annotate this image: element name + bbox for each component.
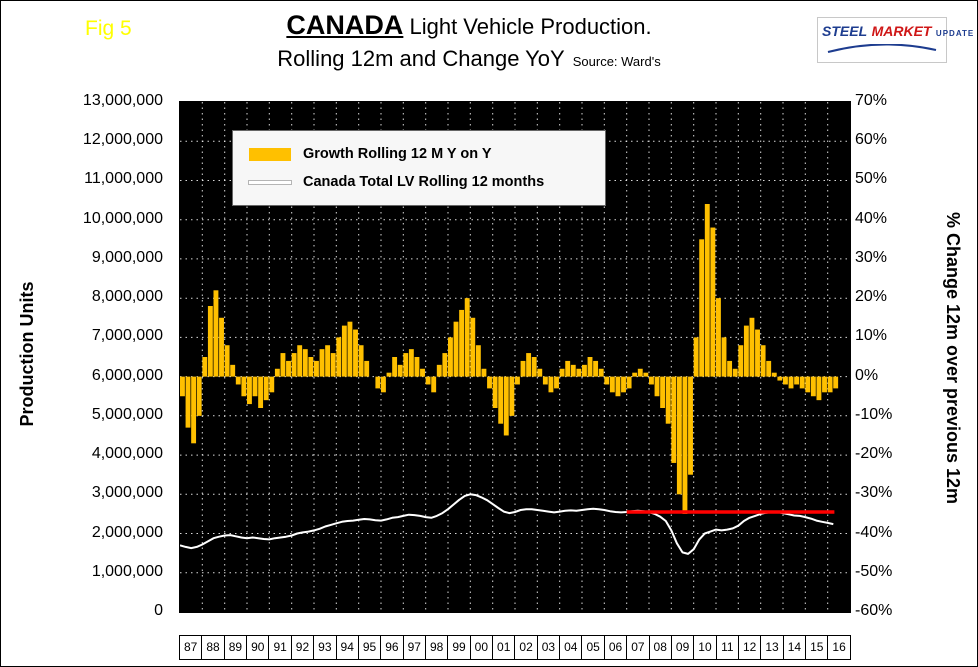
x-axis-year-label: 14 — [782, 636, 805, 659]
right-axis-tick-label: 20% — [855, 288, 888, 306]
chart-source: Source: Ward's — [572, 53, 661, 69]
left-axis-tick-label: 2,000,000 — [91, 523, 163, 541]
legend-line-swatch — [248, 179, 292, 185]
left-axis-tick-label: 11,000,000 — [84, 170, 163, 188]
left-axis-tick-label: 5,000,000 — [91, 405, 163, 423]
x-axis-year-label: 07 — [626, 636, 648, 659]
left-axis-tick-label: 9,000,000 — [91, 248, 163, 266]
chart-title-rest: Light Vehicle Production. — [403, 14, 652, 39]
x-axis-year-label: 88 — [201, 636, 223, 659]
right-axis-title: % Change 12m over previous 12m — [943, 211, 963, 505]
x-axis-year-label: 90 — [246, 636, 268, 659]
right-axis-tick-label: -50% — [855, 562, 893, 580]
chart-title-line2: Rolling 12m and Change YoY Source: Ward's — [121, 45, 817, 73]
x-axis-year-label: 12 — [737, 636, 760, 659]
x-axis-year-label: 10 — [693, 636, 715, 659]
x-axis-year-label: 13 — [760, 636, 782, 659]
right-axis-tick-label: -60% — [855, 602, 893, 619]
x-axis-year-label: 89 — [223, 636, 246, 659]
logo-text: STEEL MARKET UPDATE — [822, 23, 973, 41]
logo-word-steel: STEEL — [822, 23, 868, 39]
left-axis-tick-labels: 13,000,000 12,000,000 11,000,000 10,000,000… — [57, 92, 171, 619]
left-axis-tick-label: 3,000,000 — [91, 484, 163, 502]
logo-word-update: UPDATE — [935, 29, 975, 38]
right-axis-tick-label: -30% — [855, 484, 893, 502]
x-axis-year-label: 87 — [184, 640, 198, 654]
right-axis-tick-label: 10% — [855, 327, 888, 345]
x-axis-year-label: 94 — [335, 636, 358, 659]
x-axis-year-label: 08 — [648, 636, 671, 659]
left-axis-tick-label: 1,000,000 — [91, 562, 163, 580]
right-axis-tick-labels: 70% 60% 50% 40% 30% 20% 10% 0% -10% -20% -30% -40% -… — [855, 92, 929, 619]
x-axis-year-label: 93 — [313, 636, 335, 659]
x-axis-year-label: 04 — [559, 636, 581, 659]
x-axis-year-label: 96 — [380, 636, 402, 659]
legend-bar-swatch — [249, 147, 291, 161]
right-axis-tick-label: -40% — [855, 523, 893, 541]
x-axis-year-label: 16 — [827, 636, 849, 659]
right-axis-tick-label: 30% — [855, 248, 888, 266]
right-axis-tick-label: 50% — [855, 170, 888, 188]
x-axis-year-strip: 87 88 89 90 91 92 93 94 95 96 97 98 99 00 01 02 03 04 05 06… — [179, 635, 851, 660]
right-axis-tick-label: 70% — [855, 92, 888, 109]
x-axis-year-label: 01 — [492, 636, 514, 659]
x-axis-year-label: 02 — [514, 636, 536, 659]
legend-row-rolling: Canada Total LV Rolling 12 months — [248, 168, 589, 196]
steel-market-update-logo: STEEL MARKET UPDATE — [817, 17, 973, 63]
left-axis-tick-label: 12,000,000 — [82, 131, 163, 149]
legend: Growth Rolling 12 M Y on Y Canada Total … — [232, 130, 606, 206]
x-axis-year-label: 00 — [469, 636, 492, 659]
right-axis-tick-label: -20% — [855, 445, 893, 463]
chart-title: CANADA Light Vehicle Production. Rolling… — [121, 9, 817, 72]
x-axis-year-label: 11 — [715, 636, 738, 659]
x-axis-year-label: 91 — [268, 636, 290, 659]
figure-number-label: Fig 5 — [85, 17, 132, 40]
left-axis-tick-label: 13,000,000 — [82, 92, 163, 109]
x-axis-year-label: 15 — [805, 636, 827, 659]
x-axis-year-label: 98 — [424, 636, 447, 659]
x-axis-year-label: 06 — [603, 636, 626, 659]
right-axis-tick-label: 60% — [855, 131, 888, 149]
right-axis-tick-label: 0% — [855, 366, 879, 384]
left-axis-tick-label: 0 — [154, 602, 163, 619]
legend-row-growth: Growth Rolling 12 M Y on Y — [249, 140, 589, 168]
chart-subtitle: Rolling 12m and Change YoY — [277, 45, 565, 71]
logo-swoosh-icon — [827, 43, 937, 53]
right-axis-tick-label: 40% — [855, 209, 888, 227]
legend-label-rolling: Canada Total LV Rolling 12 months — [303, 174, 545, 190]
plot-area: Growth Rolling 12 M Y on Y Canada Total … — [179, 101, 851, 613]
left-axis-tick-label: 10,000,000 — [82, 209, 163, 227]
chart-title-country: CANADA — [286, 10, 404, 40]
left-axis-tick-label: 4,000,000 — [91, 445, 163, 463]
chart-canvas — [180, 102, 850, 612]
x-axis-year-label: 99 — [447, 636, 469, 659]
logo-word-market: MARKET — [871, 23, 932, 39]
left-axis-tick-label: 6,000,000 — [91, 366, 163, 384]
left-axis-tick-label: 8,000,000 — [91, 288, 163, 306]
legend-label-growth: Growth Rolling 12 M Y on Y — [303, 146, 492, 162]
left-axis-tick-label: 7,000,000 — [91, 327, 163, 345]
left-axis-title: Production Units — [17, 281, 37, 427]
x-axis-year-label: 05 — [581, 636, 603, 659]
x-axis-year-label: 09 — [670, 636, 693, 659]
x-axis-year-label: 03 — [536, 636, 559, 659]
x-axis-year-label: 95 — [357, 636, 380, 659]
x-axis-year-label: 92 — [290, 636, 313, 659]
x-axis-year-label: 97 — [402, 636, 425, 659]
right-axis-tick-label: -10% — [855, 405, 893, 423]
chart-title-line1: CANADA Light Vehicle Production. — [121, 9, 817, 43]
